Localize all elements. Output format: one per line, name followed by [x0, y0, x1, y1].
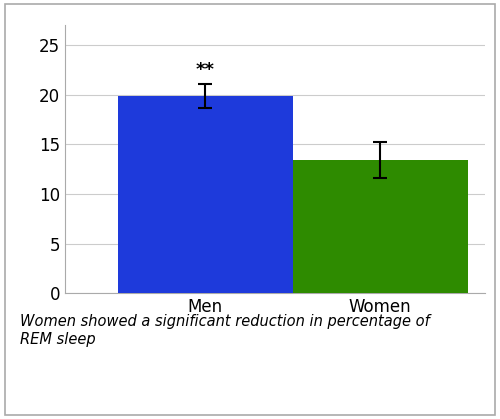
Text: Women showed a significant reduction in percentage of
REM sleep: Women showed a significant reduction in … — [20, 314, 430, 347]
Text: **: ** — [196, 61, 214, 79]
Bar — [292, 160, 468, 293]
Bar — [118, 96, 292, 293]
